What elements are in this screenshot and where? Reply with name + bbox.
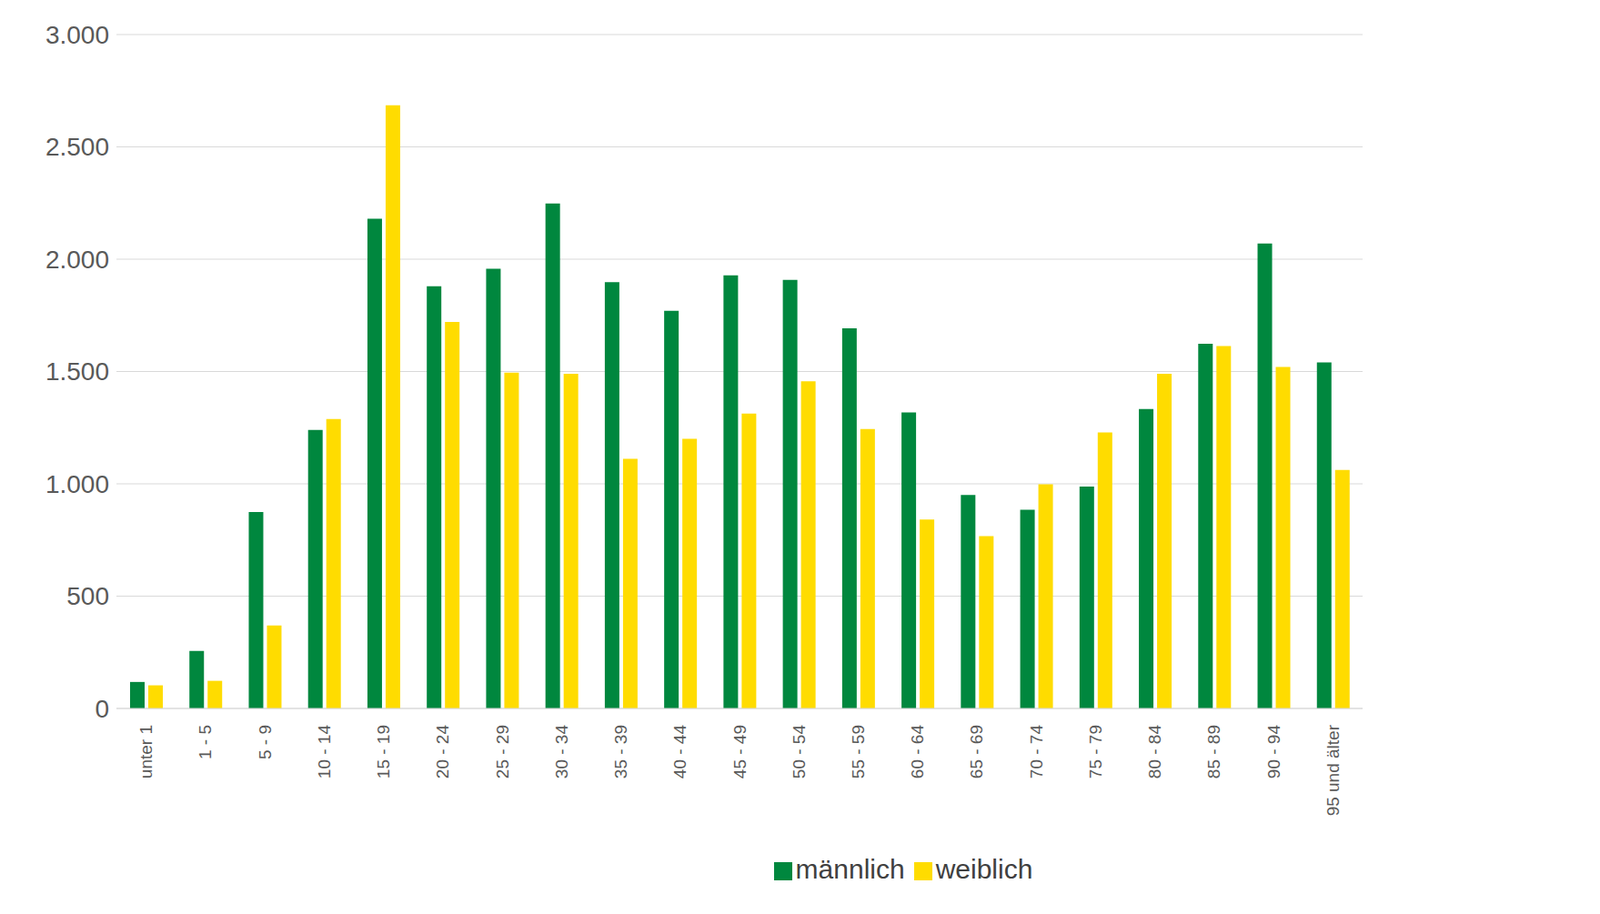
svg-text:15 - 19: 15 - 19 [373, 724, 393, 779]
svg-text:20 - 24: 20 - 24 [432, 724, 453, 780]
svg-text:1.500: 1.500 [45, 357, 110, 386]
svg-text:0: 0 [94, 694, 110, 724]
svg-text:1 - 5: 1 - 5 [195, 724, 215, 760]
svg-text:unter 1: unter 1 [136, 724, 156, 779]
svg-text:75 - 79: 75 - 79 [1086, 724, 1106, 779]
svg-text:35 - 39: 35 - 39 [611, 724, 631, 779]
svg-text:2.000: 2.000 [45, 245, 110, 274]
svg-text:25 - 29: 25 - 29 [493, 724, 513, 779]
svg-text:65 - 69: 65 - 69 [966, 724, 987, 779]
svg-text:3.000: 3.000 [45, 20, 110, 50]
html-text:männlich: männlich [795, 854, 905, 885]
svg-text:90 - 94: 90 - 94 [1264, 724, 1284, 780]
svg-text:500: 500 [66, 582, 110, 611]
svg-text:80 - 84: 80 - 84 [1145, 724, 1165, 780]
svg-text:85 - 89: 85 - 89 [1204, 724, 1224, 779]
svg-text:1.000: 1.000 [45, 470, 110, 499]
svg-text:10 - 14: 10 - 14 [314, 724, 334, 780]
svg-text:2.500: 2.500 [45, 132, 110, 162]
svg-text:55 - 59: 55 - 59 [848, 724, 868, 779]
svg-text:5 - 9: 5 - 9 [255, 724, 275, 760]
html-text:weiblich: weiblich [935, 854, 1033, 885]
svg-text:50 - 54: 50 - 54 [789, 724, 809, 780]
svg-text:40 - 44: 40 - 44 [670, 724, 690, 780]
svg-text:70 - 74: 70 - 74 [1026, 724, 1047, 780]
svg-text:60 - 64: 60 - 64 [907, 724, 927, 780]
svg-text:45 - 49: 45 - 49 [730, 724, 750, 779]
svg-text:30 - 34: 30 - 34 [552, 724, 572, 780]
svg-text:95 und älter: 95 und älter [1323, 724, 1343, 816]
